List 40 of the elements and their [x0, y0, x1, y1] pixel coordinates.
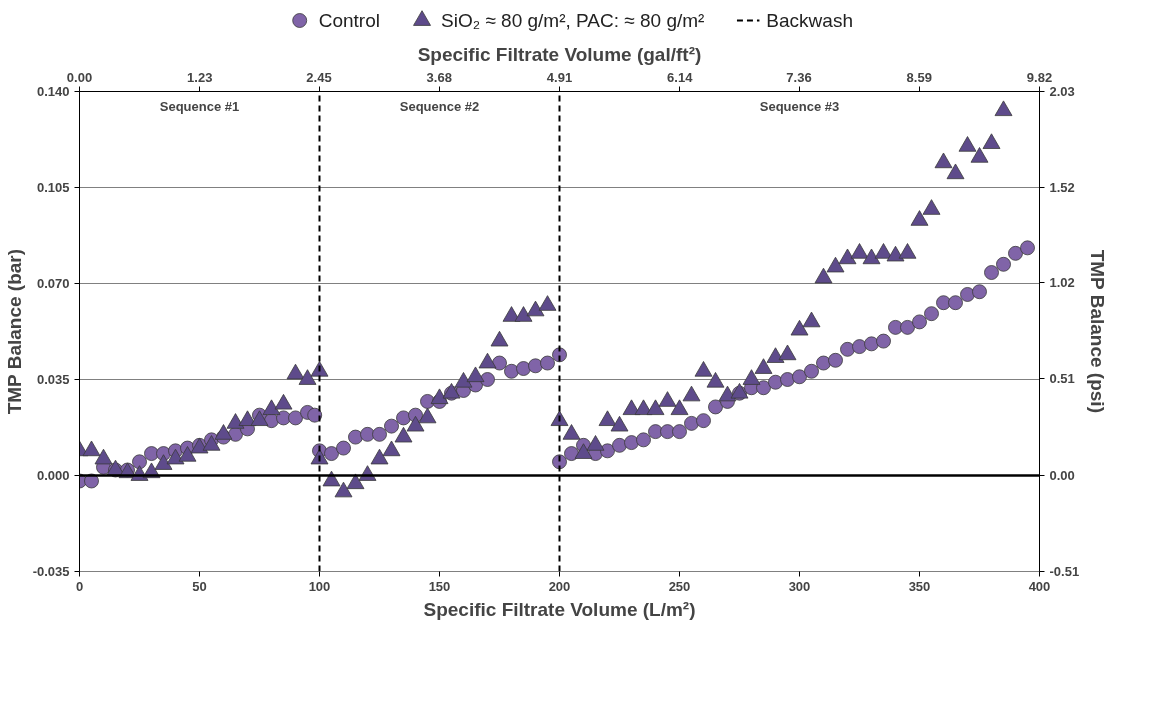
y2-tick-label: 0.51 [1049, 371, 1075, 387]
x2-tick-label: 7.36 [786, 69, 812, 85]
x2-tick-label: 2.45 [306, 69, 332, 85]
y2-axis-title: TMP Balance (psi) [1087, 249, 1109, 413]
x-tick-label: 400 [1028, 578, 1051, 594]
legend-label: SiO₂ ≈ 80 g/m², PAC: ≈ 80 g/m² [441, 10, 705, 31]
annotation: Sequence #1 [159, 98, 240, 114]
x2-axis-title: Specific Filtrate Volume (gal/ft²) [417, 43, 702, 65]
x-tick-label: 0 [75, 578, 84, 594]
x2-tick-label: 8.59 [906, 69, 932, 85]
x2-tick-label: 1.23 [187, 69, 213, 85]
x-tick-label: 100 [308, 578, 331, 594]
legend-label: Backwash [766, 10, 853, 31]
y2-tick-label: 1.52 [1049, 180, 1075, 196]
legend-label: Control [318, 10, 380, 31]
y-tick-label: 0.035 [36, 372, 70, 387]
x-tick-label: 350 [908, 578, 931, 594]
y2-tick-label: -0.51 [1049, 564, 1080, 579]
x2-tick-label: 9.82 [1026, 69, 1053, 85]
y-tick-label: 0.000 [36, 468, 70, 483]
y-tick-label: 0.140 [36, 84, 70, 99]
x-tick-label: 50 [192, 578, 207, 594]
y-axis-title: TMP Balance (bar) [3, 248, 25, 415]
y2-tick-label: 0.00 [1049, 467, 1075, 483]
y-tick-label: -0.035 [32, 564, 70, 579]
x2-tick-label: 0.00 [66, 69, 93, 85]
annotation: Sequence #3 [759, 98, 840, 114]
x-axis-title: Specific Filtrate Volume (L/m²) [423, 598, 696, 620]
y-tick-label: 0.070 [36, 276, 70, 291]
x2-tick-label: 4.91 [546, 69, 573, 85]
x-tick-label: 150 [428, 578, 451, 594]
x2-tick-label: 3.68 [426, 69, 452, 85]
x2-tick-label: 6.14 [667, 69, 694, 85]
y2-tick-label: 1.02 [1049, 274, 1075, 290]
y2-tick-label: 2.03 [1049, 84, 1075, 99]
annotation: Sequence #2 [399, 98, 480, 114]
y-tick-label: 0.105 [36, 180, 70, 195]
x-tick-label: 250 [668, 578, 691, 594]
x-tick-label: 200 [548, 578, 571, 594]
x-tick-label: 300 [788, 578, 811, 594]
